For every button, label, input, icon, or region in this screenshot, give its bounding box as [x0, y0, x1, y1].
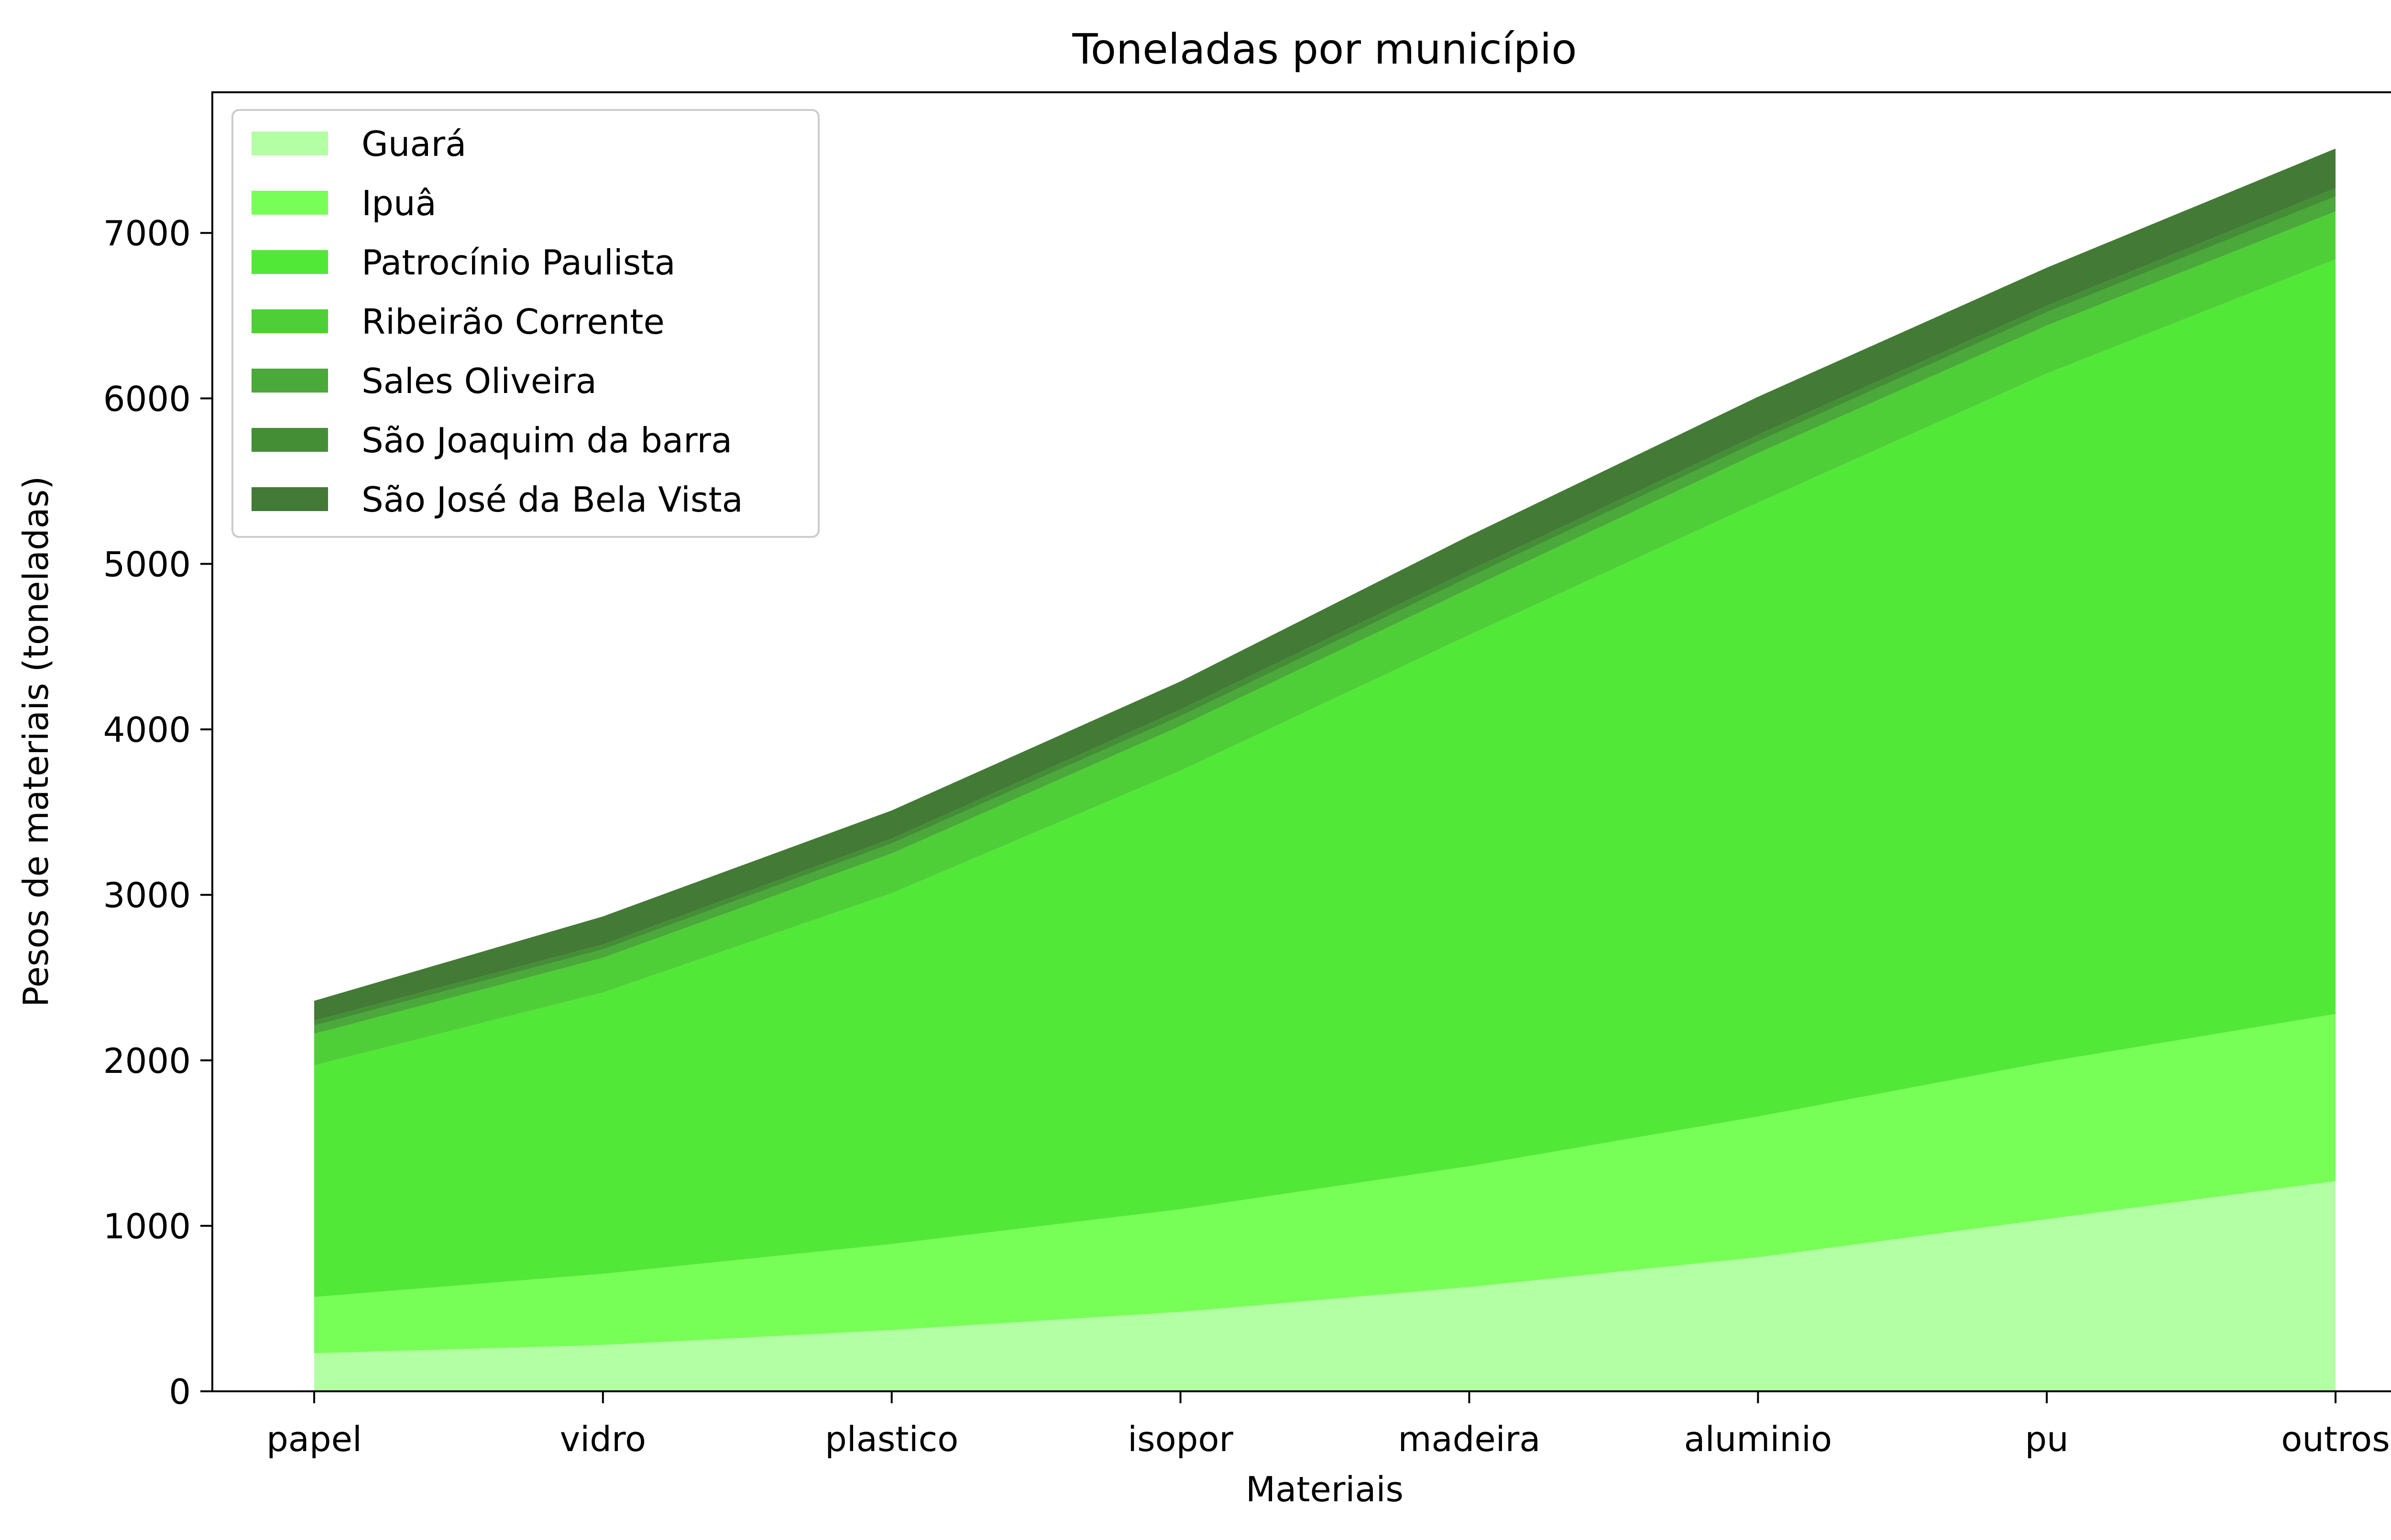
- y-tick-label: 3000: [103, 875, 191, 916]
- y-tick-label: 6000: [103, 379, 191, 419]
- x-tick-label: papel: [266, 1419, 362, 1459]
- legend-swatch: [252, 191, 328, 215]
- y-tick-label: 0: [169, 1372, 191, 1412]
- x-tick-label: madeira: [1398, 1419, 1540, 1459]
- legend-label: Sales Oliveira: [362, 361, 597, 401]
- area-layers: [314, 148, 2336, 1391]
- legend-label: Patrocínio Paulista: [362, 242, 676, 283]
- area-series-2: [314, 1014, 2336, 1354]
- x-tick-label: plastico: [825, 1419, 958, 1459]
- legend-swatch: [252, 487, 328, 511]
- legend-label: Ribeirão Corrente: [362, 302, 665, 342]
- legend: Guará Ipuâ Patrocínio Paulista Ribeirão Cor…: [231, 109, 820, 538]
- y-axis-label: Pesos de materiais (toneladas): [16, 476, 56, 1007]
- y-tick-label: 1000: [103, 1206, 191, 1246]
- x-tick-label: isopor: [1128, 1419, 1233, 1459]
- legend-swatch: [252, 250, 328, 274]
- area-series-7: [314, 148, 2336, 1021]
- x-axis: papel vidro plastico isopor madeira aluminio p…: [266, 1391, 2390, 1459]
- y-tick-label: 5000: [103, 544, 191, 584]
- area-series-5: [314, 197, 2336, 1034]
- x-tick-label: aluminio: [1684, 1419, 1832, 1459]
- area-series-3: [314, 259, 2336, 1297]
- legend-label: Ipuâ: [362, 183, 437, 223]
- legend-box: [231, 109, 820, 538]
- legend-label: São José da Bela Vista: [362, 480, 743, 520]
- area-series-1: [314, 1181, 2336, 1391]
- x-tick-label: outros: [2281, 1419, 2390, 1459]
- area-series-6: [314, 188, 2336, 1026]
- legend-swatch: [252, 428, 328, 452]
- x-axis-label: Materiais: [1246, 1469, 1404, 1509]
- legend-swatch: [252, 369, 328, 393]
- x-tick-label: pu: [2025, 1419, 2068, 1459]
- y-tick-label: 4000: [103, 710, 191, 750]
- y-tick-label: 7000: [103, 213, 191, 253]
- legend-swatch: [252, 131, 328, 155]
- legend-label: Guará: [362, 124, 466, 164]
- area-series-4: [314, 211, 2336, 1066]
- chart-title: Toneladas por município: [1072, 25, 1577, 74]
- y-tick-label: 2000: [103, 1041, 191, 1081]
- x-tick-label: vidro: [560, 1419, 646, 1459]
- y-axis: 0 1000 2000 3000 4000 5000 6000 7000: [103, 213, 212, 1412]
- legend-swatch: [252, 309, 328, 333]
- legend-label: São Joaquim da barra: [362, 420, 732, 460]
- plot-frame: [211, 91, 2391, 1392]
